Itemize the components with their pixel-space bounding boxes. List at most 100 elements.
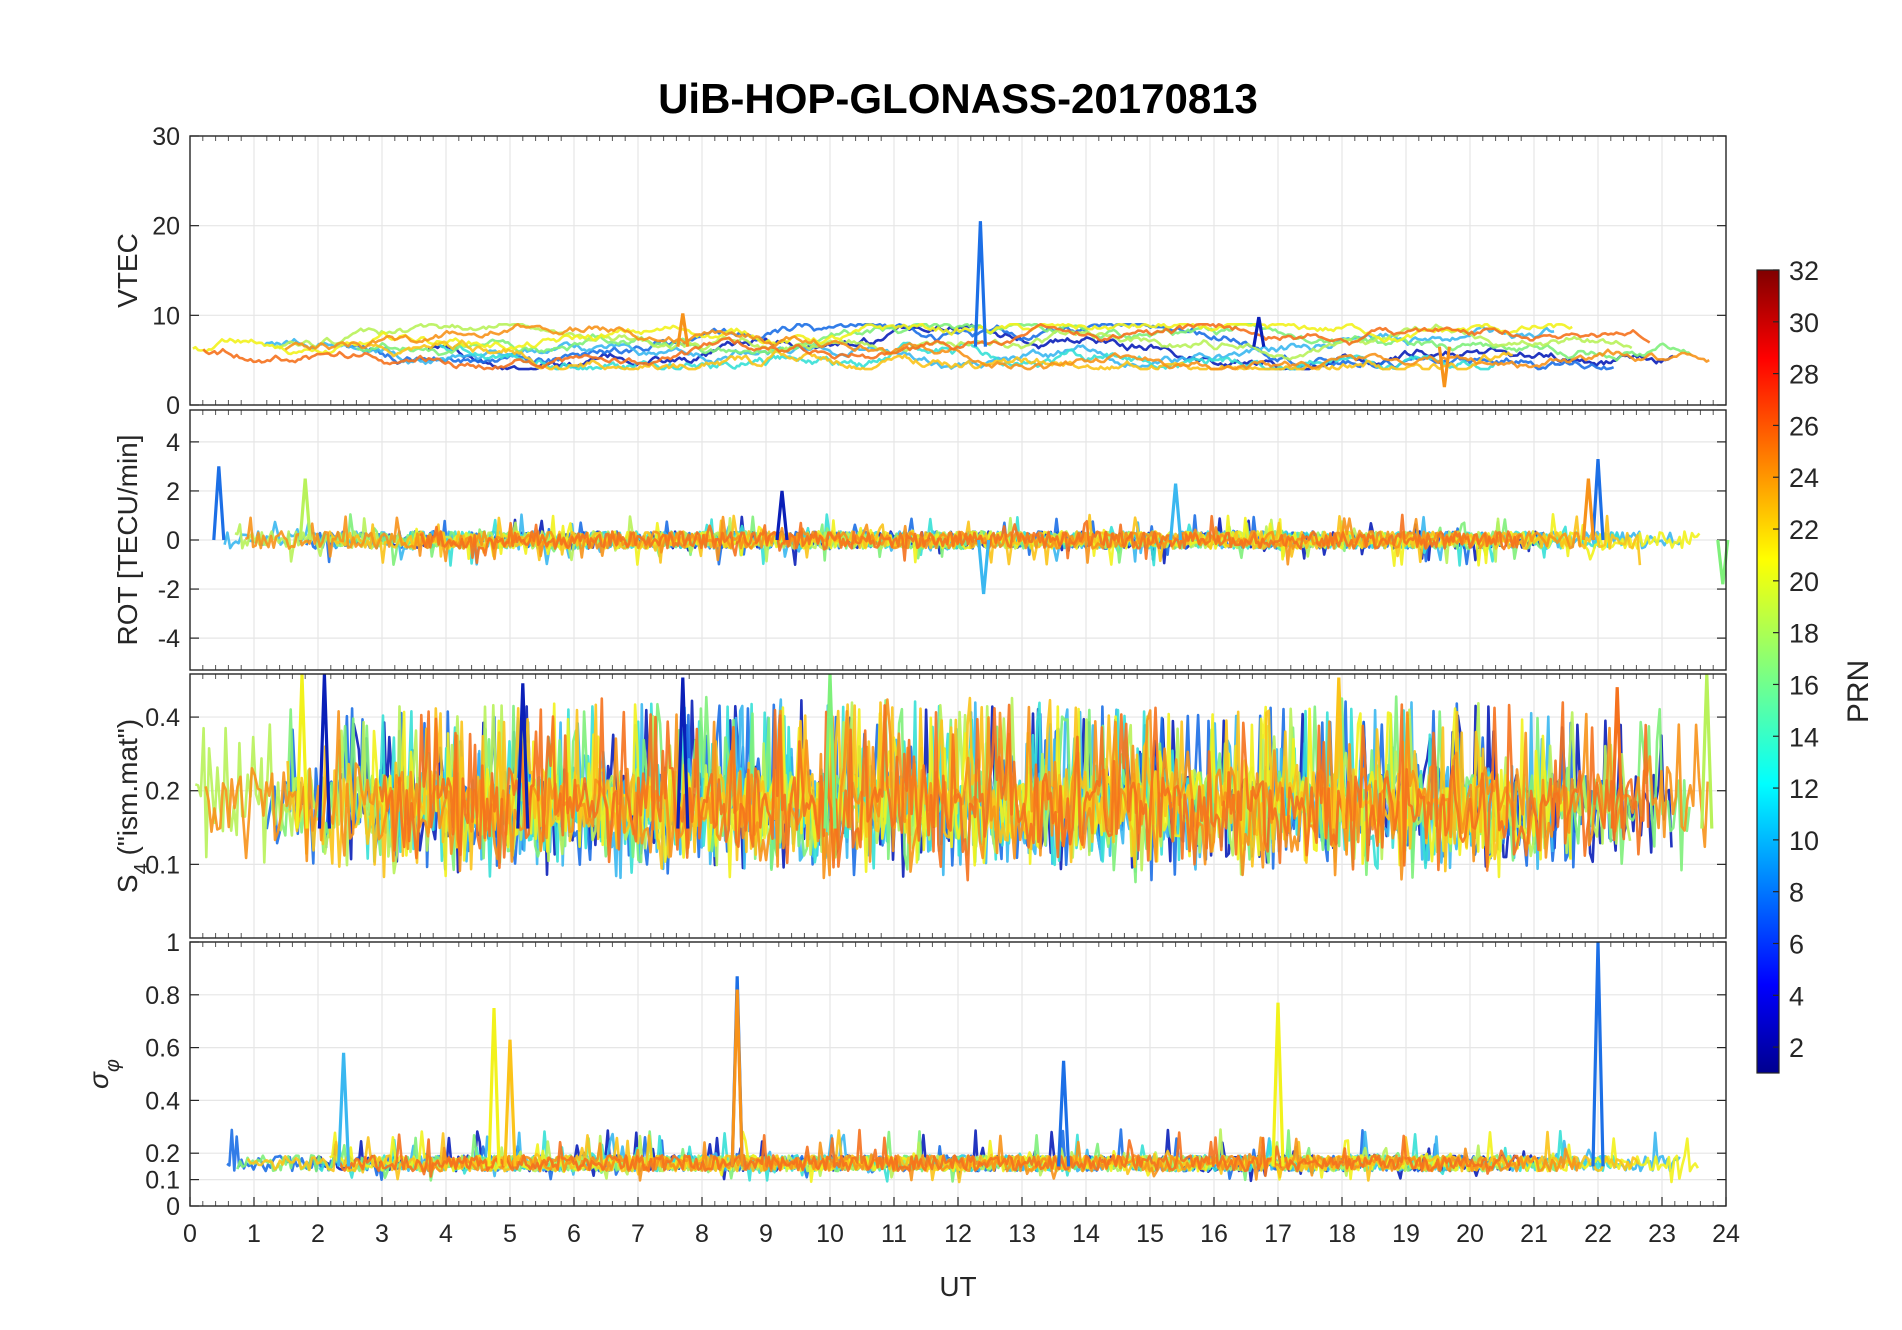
rot-peak-6 (1581, 478, 1595, 541)
sigma-y-tick-label: 0.4 (145, 1087, 180, 1115)
x-tick-label: 7 (631, 1220, 645, 1248)
vtec-series-5 (274, 323, 1633, 361)
rot-y-tick-label: 4 (166, 429, 180, 457)
vtec-frame (189, 135, 1727, 406)
sigma-y-tick-label: 0.8 (145, 982, 180, 1010)
colorbar-gradient (1756, 269, 1780, 1074)
sigma-peak-2 (487, 1007, 501, 1167)
sigma-series-9 (338, 1128, 1521, 1178)
x-tick-label: 12 (944, 1220, 972, 1248)
colorbar-tick-label: 2 (1789, 1033, 1804, 1063)
x-tick-label: 1 (247, 1220, 261, 1248)
x-axis: 0 1 2 3 4 5 6 7 8 9 10 11 12 13 14 15 16 17 18 19 20 21 22 23 24 (183, 1197, 1740, 1248)
s4-y-tick-label: 0.4 (145, 704, 180, 732)
rot-peak-4 (1169, 483, 1183, 541)
rot-y-label: ROT [TECU/min] (112, 434, 143, 645)
s4-y-label: S4 ("ism.mat") (112, 719, 153, 893)
colorbar-tick-label: 10 (1789, 826, 1819, 856)
colorbar-tick-label: 32 (1789, 256, 1819, 286)
colorbar-tick-label: 4 (1789, 981, 1804, 1011)
sigma-y-label: σφ (83, 1059, 124, 1089)
x-tick-label: 16 (1200, 1220, 1228, 1248)
vtec-series-8 (284, 323, 1710, 371)
vtec-peak-1 (676, 313, 690, 347)
sigma-y-tick-label: 0 (166, 1193, 180, 1221)
vtec-y-label: VTEC (112, 233, 143, 308)
sigma-peak-1 (730, 989, 744, 1167)
rot-series-9 (419, 513, 1522, 565)
x-tick-label: 23 (1648, 1220, 1676, 1248)
vtec-series-9 (202, 323, 1651, 371)
s4-peak-4 (1332, 677, 1346, 829)
colorbar-tick-label: 18 (1789, 619, 1819, 649)
colorbar-tick-label: 14 (1789, 722, 1819, 752)
s4-frame (189, 673, 1727, 939)
x-tick-label: 8 (695, 1220, 709, 1248)
vtec-y-tick-label: 20 (152, 213, 180, 241)
x-tick-label: 5 (503, 1220, 517, 1248)
colorbar-tick-label: 6 (1789, 929, 1804, 959)
x-tick-label: 15 (1136, 1220, 1164, 1248)
rot-peak-0 (212, 466, 226, 541)
sigma-peak-7 (503, 1039, 517, 1167)
x-tick-label: 19 (1392, 1220, 1420, 1248)
s4-series-9 (378, 697, 1650, 882)
chart-title: UiB-HOP-GLONASS-20170813 (658, 75, 1258, 122)
s4-peak-7 (516, 683, 530, 829)
vtec-y-tick-label: 30 (152, 123, 180, 151)
sigma-y-tick-label: 0.6 (145, 1035, 180, 1063)
x-tick-label: 13 (1008, 1220, 1036, 1248)
rot-peak-2 (775, 490, 789, 541)
colorbar-tick-label: 8 (1789, 878, 1804, 908)
vtec-series-4 (356, 323, 1693, 362)
s4-y-tick-label: 0.1 (145, 851, 180, 879)
sigma-peak-3 (1271, 1002, 1285, 1167)
rot-y-tick-label: 0 (166, 527, 180, 555)
x-tick-label: 4 (439, 1220, 453, 1248)
colorbar-tick-label: 16 (1789, 670, 1819, 700)
vtec-peak-0 (973, 221, 987, 347)
rot-series-8 (244, 515, 1582, 566)
panel-sigma: 00.10.2 0.4 0.6 0.8 1 σφ (83, 929, 1727, 1221)
x-tick-label: 21 (1520, 1220, 1548, 1248)
x-tick-label: 14 (1072, 1220, 1100, 1248)
vtec-peak-2 (1437, 346, 1451, 388)
colorbar-tick-label: 20 (1789, 567, 1819, 597)
colorbar-tick-label: 30 (1789, 308, 1819, 338)
s4-peak-2 (676, 677, 690, 829)
x-tick-label: 3 (375, 1220, 389, 1248)
rot-peak-1 (298, 478, 312, 541)
vtec-y-tick-label: 0 (166, 392, 180, 420)
vtec-series-6 (192, 323, 1573, 356)
panel-s4: 0.1 0.2 0.4S4 ("ism.mat") (112, 673, 1727, 939)
x-tick-label: 20 (1456, 1220, 1484, 1248)
colorbar-label: PRN (1842, 660, 1875, 723)
colorbar-tick-label: 12 (1789, 774, 1819, 804)
x-tick-label: 22 (1584, 1220, 1612, 1248)
x-tick-label: 17 (1264, 1220, 1292, 1248)
x-tick-label: 11 (881, 1220, 907, 1248)
vtec-y-tick-label: 10 (152, 302, 180, 330)
sigma-y-tick-label: 1 (166, 929, 180, 957)
rot-peak-3 (977, 539, 991, 595)
x-axis-label: UT (939, 1271, 976, 1302)
colorbar-tick-label: 22 (1789, 515, 1819, 545)
colorbar-tick-label: 28 (1789, 360, 1819, 390)
rot-peak-5 (1591, 458, 1605, 541)
sigma-y-tick-label: 0.1 (145, 1167, 180, 1195)
s4-y-tick-label: 0.2 (145, 778, 180, 806)
x-tick-label: 10 (816, 1220, 844, 1248)
x-tick-label: 24 (1712, 1220, 1740, 1248)
rot-y-tick-label: -4 (158, 625, 180, 653)
vtec-peak-3 (1252, 316, 1266, 347)
colorbar-tick-label: 26 (1789, 411, 1819, 441)
sigma-peak-6 (1057, 1060, 1071, 1167)
panel-vtec: 0 10 20 30 VTEC (112, 123, 1727, 420)
rot-y-tick-label: 2 (166, 478, 180, 506)
sigma-y-tick-label: 0.2 (145, 1140, 180, 1168)
sigma-peak-5 (337, 1052, 351, 1167)
rot-frame (189, 409, 1727, 671)
